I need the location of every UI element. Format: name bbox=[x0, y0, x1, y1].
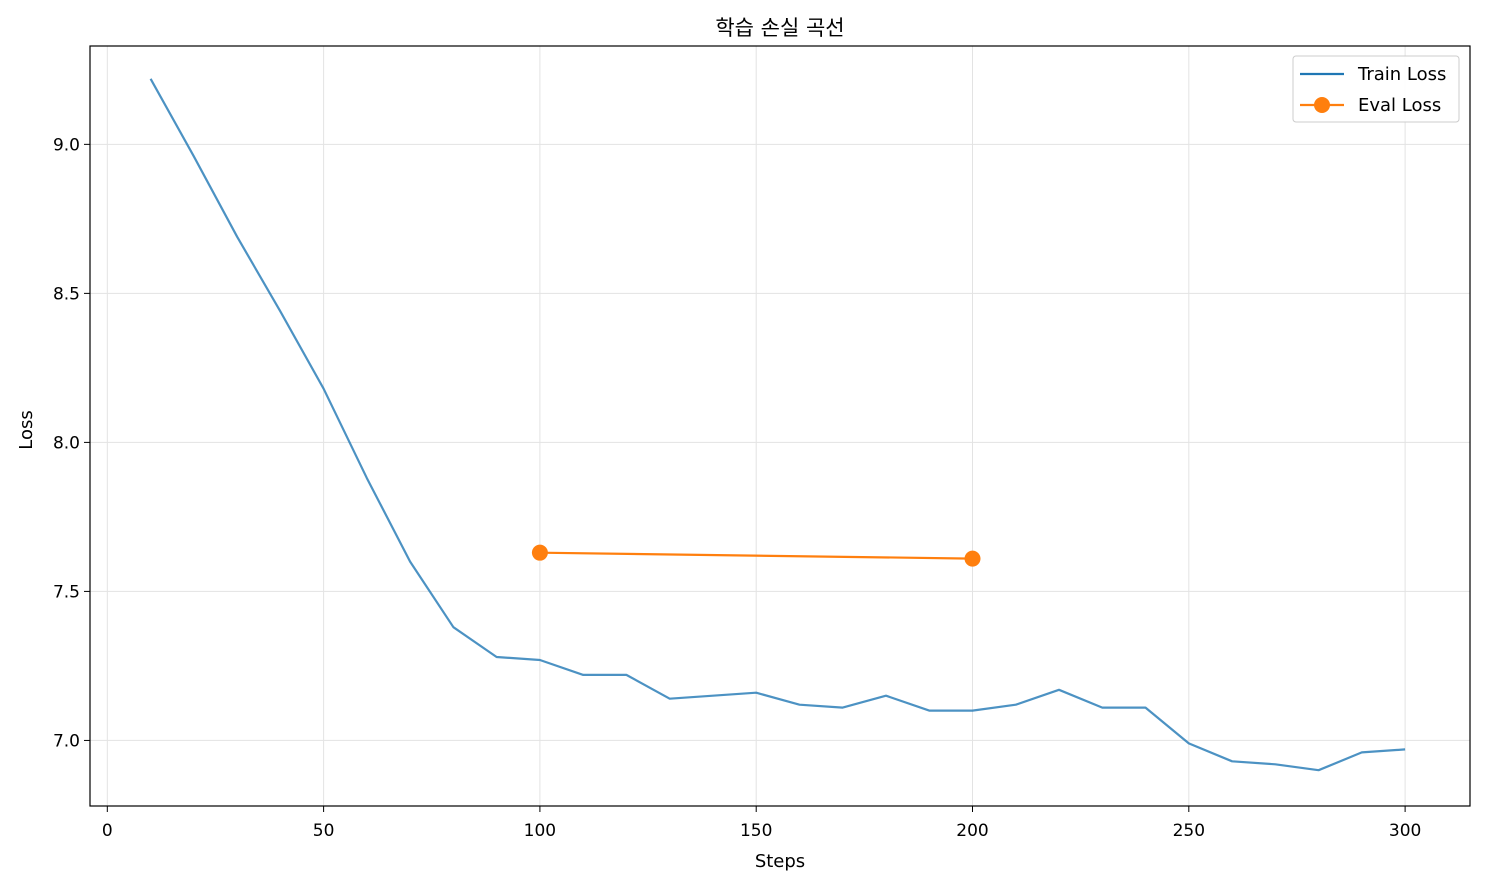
x-tick-label: 200 bbox=[956, 821, 988, 841]
y-tick-label: 7.0 bbox=[53, 731, 80, 751]
x-tick-label: 300 bbox=[1389, 821, 1421, 841]
x-axis-label: Steps bbox=[755, 851, 805, 872]
legend-label-train-loss: Train Loss bbox=[1357, 64, 1446, 85]
x-tick-label: 0 bbox=[102, 821, 113, 841]
x-tick-label: 50 bbox=[313, 821, 335, 841]
y-tick-label: 9.0 bbox=[53, 135, 80, 155]
y-tick-label: 8.0 bbox=[53, 433, 80, 453]
eval-loss-line bbox=[539, 551, 973, 560]
eval-loss-point bbox=[531, 544, 548, 561]
y-tick-label: 8.5 bbox=[53, 284, 80, 304]
y-axis-label: Loss bbox=[16, 410, 37, 449]
x-tick-label: 250 bbox=[1173, 821, 1205, 841]
legend: Train Loss Eval Loss bbox=[1292, 55, 1460, 123]
eval-loss-point bbox=[964, 550, 981, 567]
train-loss-line bbox=[149, 78, 1406, 772]
series-layer bbox=[149, 78, 1406, 772]
axis-ticks: 0 50 100 150 200 250 300 7.0 7.5 8.0 8.5 9.0 bbox=[53, 135, 1421, 841]
x-tick-label: 100 bbox=[524, 821, 556, 841]
grid-lines bbox=[90, 46, 1470, 806]
x-tick-label: 150 bbox=[740, 821, 772, 841]
chart-title: 학습 손실 곡선 bbox=[715, 16, 844, 40]
y-tick-label: 7.5 bbox=[53, 582, 80, 602]
plot-frame bbox=[89, 45, 1471, 807]
legend-marker-eval-loss bbox=[1314, 97, 1330, 113]
legend-label-eval-loss: Eval Loss bbox=[1358, 95, 1441, 116]
